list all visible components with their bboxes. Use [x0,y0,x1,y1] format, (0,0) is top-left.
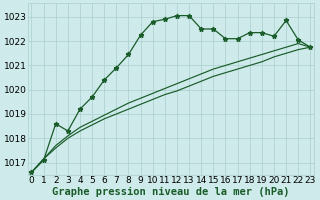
X-axis label: Graphe pression niveau de la mer (hPa): Graphe pression niveau de la mer (hPa) [52,186,290,197]
